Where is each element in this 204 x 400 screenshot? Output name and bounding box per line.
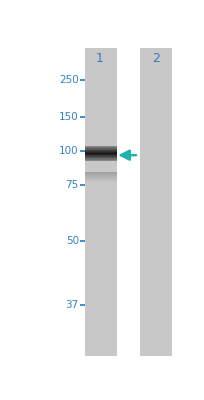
Text: 50: 50 xyxy=(65,236,79,246)
Bar xyxy=(85,175,116,176)
Bar xyxy=(85,180,116,181)
Text: 1: 1 xyxy=(95,52,103,65)
Bar xyxy=(85,178,116,179)
Bar xyxy=(139,48,171,356)
Bar xyxy=(85,181,116,182)
Bar xyxy=(85,174,116,175)
Bar xyxy=(85,172,116,173)
Bar xyxy=(85,48,116,356)
Bar xyxy=(85,173,116,174)
Text: 100: 100 xyxy=(59,146,79,156)
Text: 150: 150 xyxy=(59,112,79,122)
Bar xyxy=(85,179,116,180)
Bar xyxy=(85,176,116,177)
Text: 2: 2 xyxy=(151,52,159,65)
Text: 75: 75 xyxy=(65,180,79,190)
Text: 37: 37 xyxy=(65,300,79,310)
Text: 250: 250 xyxy=(59,75,79,85)
Bar xyxy=(85,177,116,178)
